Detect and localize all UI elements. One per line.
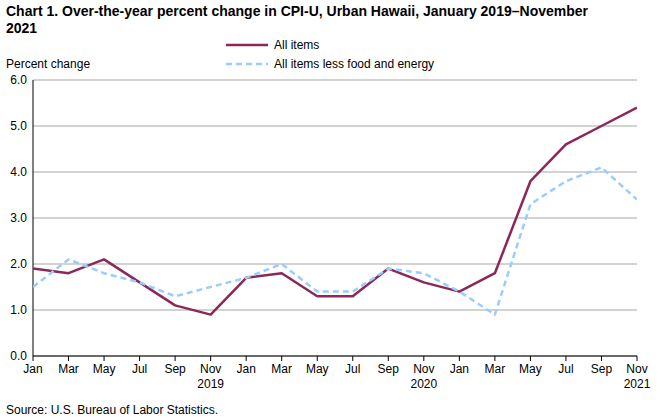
x-tick xyxy=(33,356,34,361)
x-tick xyxy=(601,356,602,361)
x-tick xyxy=(68,356,69,361)
y-tick-label: 2.0 xyxy=(10,257,27,271)
grid-line xyxy=(33,264,637,265)
grid-line xyxy=(33,356,637,357)
x-tick xyxy=(494,356,495,361)
x-tick-label: Mar xyxy=(58,362,79,376)
y-tick-label: 6.0 xyxy=(10,73,27,87)
x-tick-label: May xyxy=(519,362,542,376)
x-tick xyxy=(352,356,353,361)
x-tick-label: Jan xyxy=(23,362,42,376)
x-tick-label: Jul xyxy=(345,362,360,376)
grid-line xyxy=(33,126,637,127)
grid-line xyxy=(33,218,637,219)
grid-line xyxy=(33,172,637,173)
grid-line xyxy=(33,310,637,311)
x-tick-label: Mar xyxy=(485,362,506,376)
y-tick-label: 4.0 xyxy=(10,165,27,179)
legend-label: All items less food and energy xyxy=(274,57,434,71)
title: Chart 1. Over-the-year percent change in… xyxy=(6,3,589,36)
x-tick-label: Jan xyxy=(236,362,255,376)
x-tick xyxy=(637,356,638,361)
grid-line xyxy=(33,80,637,81)
x-tick-label: Sep xyxy=(591,362,613,376)
x-tick-label: Nov2019 xyxy=(197,362,224,391)
y-tick-label: 3.0 xyxy=(10,211,27,225)
x-tick-label: Nov2020 xyxy=(410,362,437,391)
source: Source: U.S. Bureau of Labor Statistics. xyxy=(6,403,218,417)
x-tick xyxy=(423,356,424,361)
x-tick xyxy=(317,356,318,361)
x-tick xyxy=(246,356,247,361)
y-axis xyxy=(33,80,34,356)
y-tick-label: 0.0 xyxy=(10,349,27,363)
legend-swatch xyxy=(226,44,268,47)
x-tick-label: Jan xyxy=(450,362,469,376)
series-line xyxy=(33,167,637,314)
x-tick xyxy=(530,356,531,361)
x-tick-label: May xyxy=(306,362,329,376)
y-tick-label: 5.0 xyxy=(10,119,27,133)
y-axis-label: Percent change xyxy=(6,57,90,71)
x-tick-label: Jul xyxy=(558,362,573,376)
x-axis xyxy=(33,356,637,357)
y-tick-label: 1.0 xyxy=(10,303,27,317)
x-tick-label: Sep xyxy=(164,362,186,376)
x-tick xyxy=(175,356,176,361)
x-tick-label: Sep xyxy=(378,362,400,376)
plot-area xyxy=(33,108,637,315)
x-tick xyxy=(139,356,140,361)
x-tick-label: Mar xyxy=(271,362,292,376)
x-tick-label: Jul xyxy=(132,362,147,376)
x-tick-label: May xyxy=(93,362,116,376)
x-tick xyxy=(565,356,566,361)
series-line xyxy=(33,108,637,315)
x-tick xyxy=(459,356,460,361)
x-tick xyxy=(104,356,105,361)
chart: Chart 1. Over-the-year percent change in… xyxy=(0,0,660,420)
x-tick xyxy=(388,356,389,361)
legend-swatch xyxy=(226,63,268,66)
x-tick xyxy=(210,356,211,361)
legend-label: All items xyxy=(274,38,319,52)
x-tick-label: Nov2021 xyxy=(624,362,651,391)
x-tick xyxy=(281,356,282,361)
